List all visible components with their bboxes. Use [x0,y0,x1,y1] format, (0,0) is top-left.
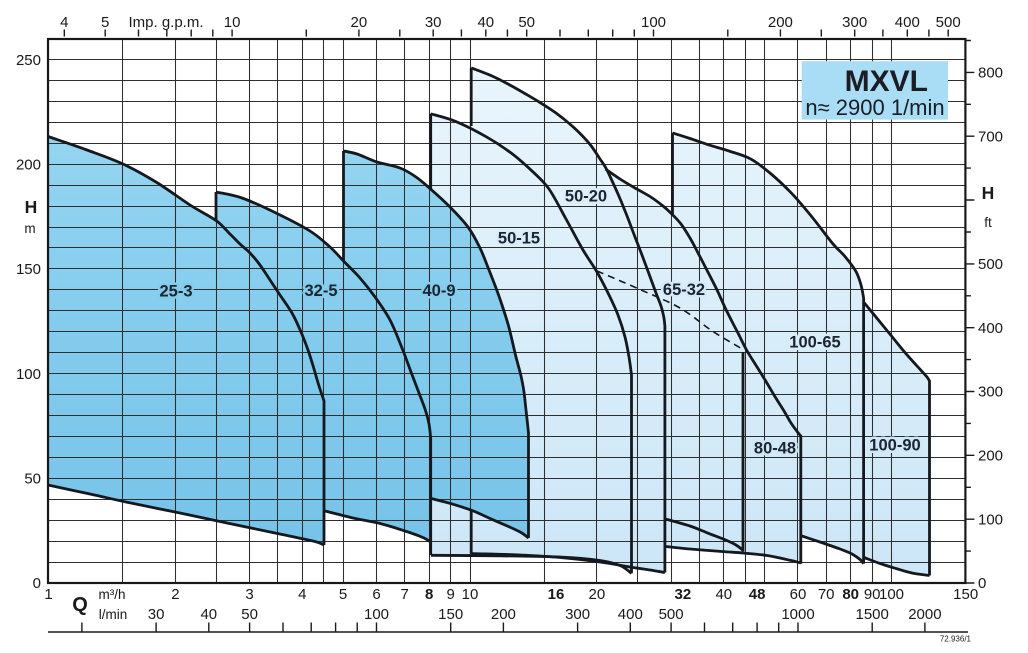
svg-text:1000: 1000 [781,606,814,623]
svg-text:2000: 2000 [908,606,941,623]
svg-text:m³/h: m³/h [99,587,126,602]
svg-text:250: 250 [16,52,41,69]
svg-text:65-32: 65-32 [663,281,705,299]
svg-text:200: 200 [491,606,516,623]
svg-text:H: H [25,197,38,217]
svg-text:30: 30 [148,606,165,623]
svg-text:300: 300 [565,606,590,623]
svg-text:50: 50 [241,606,258,623]
svg-text:50-20: 50-20 [565,188,607,206]
svg-text:200: 200 [978,448,1003,465]
svg-text:10: 10 [462,586,479,603]
svg-text:90: 90 [864,586,881,603]
svg-text:100: 100 [16,366,41,383]
svg-text:500: 500 [936,14,961,31]
svg-text:150: 150 [438,606,463,623]
svg-text:200: 200 [16,156,41,173]
svg-text:150: 150 [16,261,41,278]
svg-text:48: 48 [749,586,766,603]
svg-text:40: 40 [200,606,217,623]
svg-text:Q: Q [72,594,88,616]
svg-text:50: 50 [518,14,535,31]
svg-text:500: 500 [978,256,1003,273]
svg-text:80-48: 80-48 [754,440,796,458]
svg-text:10: 10 [224,14,241,31]
svg-text:7: 7 [401,586,409,603]
svg-text:32: 32 [675,586,692,603]
svg-text:50: 50 [24,471,41,488]
svg-text:0: 0 [978,575,986,592]
svg-text:5: 5 [101,14,109,31]
svg-text:4: 4 [60,14,68,31]
svg-text:100: 100 [879,586,904,603]
svg-text:H: H [982,183,995,203]
svg-text:ft: ft [984,215,992,230]
svg-text:100: 100 [641,14,666,31]
svg-text:1500: 1500 [856,606,889,623]
svg-text:20: 20 [589,586,606,603]
svg-text:400: 400 [978,320,1003,337]
svg-text:40-9: 40-9 [422,282,455,300]
svg-text:m: m [24,221,35,236]
svg-text:25-3: 25-3 [159,283,192,301]
svg-text:3: 3 [245,586,253,603]
svg-text:100-65: 100-65 [789,334,840,352]
svg-text:300: 300 [978,384,1003,401]
svg-text:800: 800 [978,65,1003,82]
svg-text:72.936/1: 72.936/1 [940,635,972,644]
svg-text:40: 40 [477,14,494,31]
svg-text:20: 20 [351,14,368,31]
svg-text:500: 500 [659,606,684,623]
svg-text:2: 2 [171,586,179,603]
svg-text:32-5: 32-5 [304,282,337,300]
svg-text:l/min: l/min [99,607,128,622]
svg-text:40: 40 [715,586,732,603]
svg-text:30: 30 [425,14,442,31]
svg-text:60: 60 [790,586,807,603]
svg-text:MXVL: MXVL [845,65,928,98]
svg-text:700: 700 [978,128,1003,145]
svg-text:1: 1 [44,586,52,603]
svg-text:9: 9 [447,586,455,603]
svg-text:8: 8 [425,586,433,603]
svg-text:200: 200 [768,14,793,31]
svg-text:0: 0 [33,575,41,592]
svg-text:16: 16 [548,586,565,603]
svg-text:400: 400 [895,14,920,31]
svg-text:80: 80 [842,586,859,603]
svg-text:100-90: 100-90 [869,437,920,455]
svg-text:Imp. g.p.m.: Imp. g.p.m. [128,14,203,31]
svg-text:6: 6 [372,586,380,603]
svg-text:n≈ 2900 1/min: n≈ 2900 1/min [805,95,944,120]
svg-text:4: 4 [298,586,306,603]
svg-text:300: 300 [842,14,867,31]
svg-text:50-15: 50-15 [498,230,540,248]
svg-text:400: 400 [618,606,643,623]
svg-text:100: 100 [978,511,1003,528]
svg-text:5: 5 [339,586,347,603]
svg-text:100: 100 [364,606,389,623]
svg-text:150: 150 [953,586,978,603]
svg-text:70: 70 [818,586,835,603]
